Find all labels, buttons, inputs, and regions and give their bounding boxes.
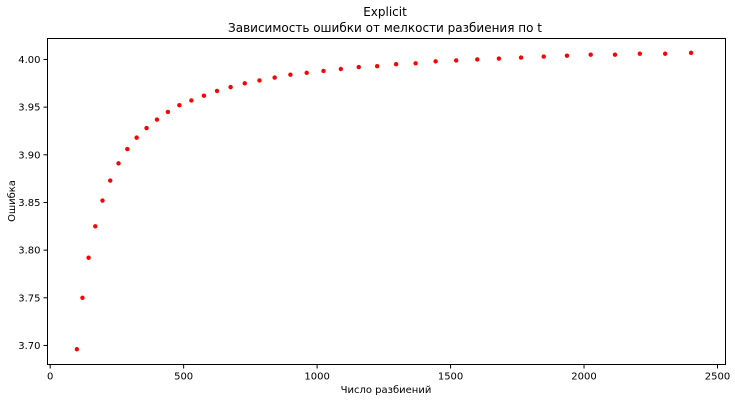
data-point	[475, 57, 480, 62]
data-point	[108, 178, 113, 183]
data-point	[433, 59, 438, 64]
chart-subtitle: Зависимость ошибки от мелкости разбиения…	[228, 21, 542, 35]
data-point	[201, 93, 207, 98]
y-tick-label: 3.85	[18, 198, 40, 209]
data-point	[393, 62, 399, 67]
y-tick-label: 4.00	[18, 55, 40, 66]
data-point	[453, 58, 459, 63]
data-point	[612, 52, 618, 57]
data-point	[588, 52, 593, 57]
x-tick-label: 2000	[571, 372, 596, 383]
x-tick-label: 2500	[705, 372, 730, 383]
y-tick-label: 3.70	[18, 341, 40, 352]
y-tick-label: 3.75	[18, 293, 40, 304]
data-point	[214, 88, 220, 94]
data-point	[662, 51, 668, 56]
x-tick-label: 500	[174, 372, 193, 383]
data-point	[356, 64, 361, 70]
data-point	[321, 68, 326, 74]
x-tick-label: 1500	[438, 372, 463, 383]
data-point	[100, 198, 105, 203]
data-point	[154, 117, 160, 122]
y-axis-label: Ошибка	[7, 180, 18, 222]
plot-frame	[47, 38, 726, 365]
y-tick-label: 3.90	[18, 150, 40, 161]
data-point	[257, 78, 262, 83]
data-point	[189, 98, 194, 103]
data-point	[86, 255, 91, 260]
data-point	[74, 347, 80, 352]
data-point	[165, 109, 171, 115]
chart-title: Explicit	[363, 5, 407, 19]
data-point	[637, 51, 643, 56]
data-point	[338, 66, 344, 72]
data-point	[134, 135, 139, 140]
x-tick-label: 0	[47, 372, 53, 383]
y-tick-label: 3.95	[18, 103, 40, 114]
data-point	[80, 295, 85, 300]
data-point	[518, 55, 524, 60]
data-point	[242, 81, 247, 86]
x-axis-label: Число разбиений	[341, 385, 432, 396]
data-point	[541, 54, 546, 59]
data-point	[177, 103, 182, 108]
data-point	[228, 84, 233, 90]
data-point	[144, 125, 149, 131]
data-point	[564, 53, 570, 58]
data-point	[688, 50, 694, 55]
data-point	[304, 70, 309, 76]
y-tick-label: 3.80	[18, 246, 40, 257]
data-point	[116, 161, 121, 166]
data-point	[125, 146, 130, 152]
data-point	[496, 56, 502, 61]
data-point	[374, 63, 380, 69]
data-point	[93, 224, 98, 229]
data-point	[272, 75, 277, 80]
data-point	[413, 61, 418, 66]
x-tick-label: 1000	[304, 372, 329, 383]
data-point	[288, 72, 293, 77]
